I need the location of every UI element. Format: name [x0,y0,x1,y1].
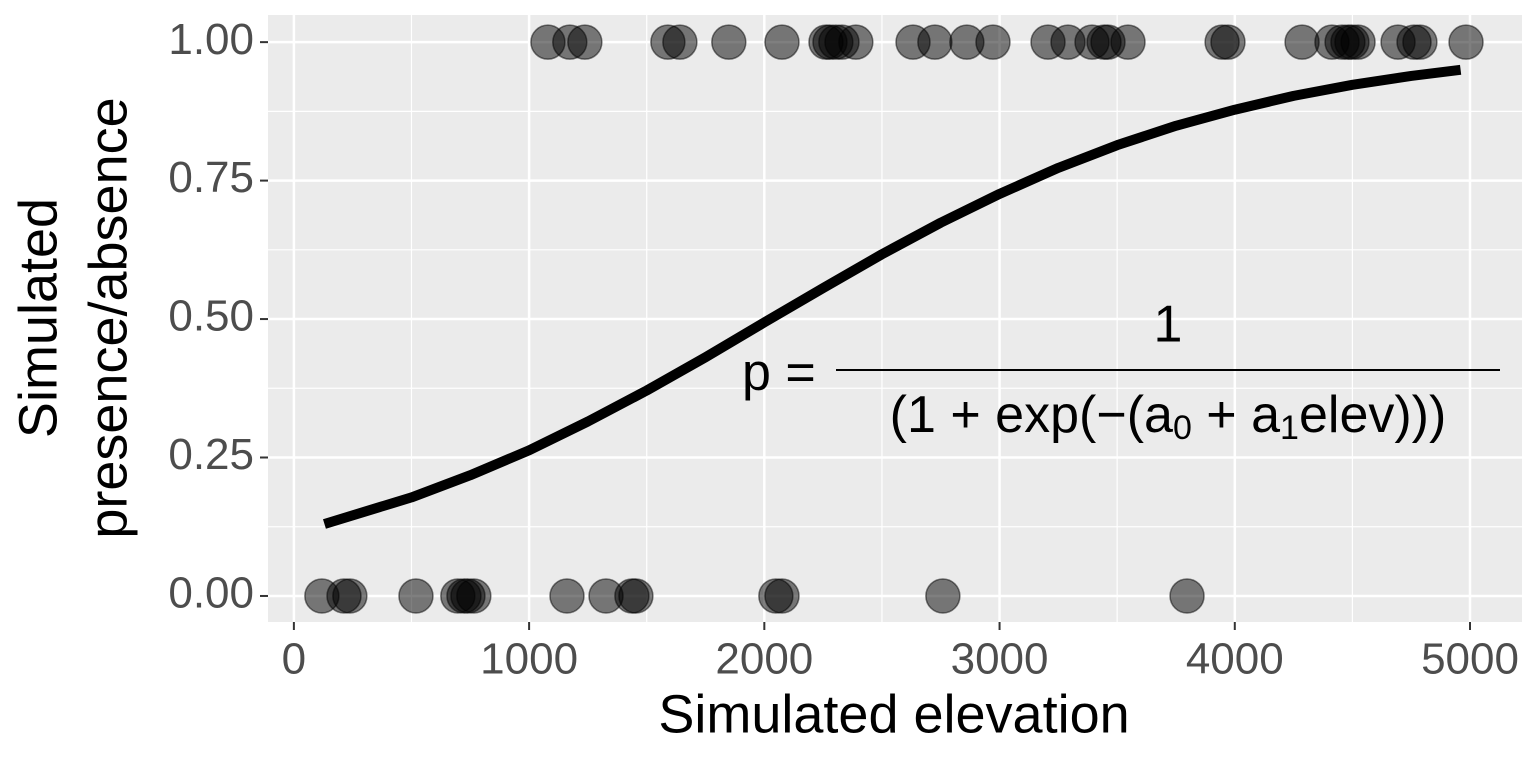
y-axis-title: presence/absence [78,97,138,538]
data-point [332,578,368,614]
data-point [917,24,953,60]
y-axis-title: Simulated [8,198,68,438]
data-point [398,578,434,614]
data-point [925,578,961,614]
data-point [456,578,492,614]
x-tick-label: 5000 [1421,635,1519,684]
data-point [1210,24,1246,60]
data-point [662,24,698,60]
data-point [838,24,874,60]
formula-part: (1 + exp(−(a [890,386,1173,444]
x-tick-label: 3000 [951,635,1049,684]
formula-numerator: 1 [1154,296,1183,354]
data-point [1169,578,1205,614]
formula-part: + a [1192,386,1280,444]
y-tick-label: 0.25 [168,430,254,479]
y-tick-label: 0.75 [168,153,254,202]
y-tick-label: 1.00 [168,15,254,64]
data-point [1284,24,1320,60]
data-point [1110,24,1146,60]
x-axis-title: Simulated elevation [658,684,1129,744]
data-point [764,578,800,614]
fitted-curve [322,64,1462,529]
y-tick-label: 0.00 [168,569,254,618]
data-point [1402,24,1438,60]
data-point [975,24,1011,60]
data-point [618,578,654,614]
y-tick-label: 0.50 [168,292,254,341]
formula-part: elev))) [1299,386,1446,444]
formula-subscript: 0 [1173,409,1192,447]
data-point [1448,24,1484,60]
data-point [549,578,585,614]
formula-lhs: p = [742,344,816,402]
data-point [1340,24,1376,60]
data-point [567,24,603,60]
data-point [764,24,800,60]
x-tick-label: 1000 [480,635,578,684]
formula-subscript: 1 [1280,409,1299,447]
x-tick-label: 0 [282,635,306,684]
x-tick-label: 4000 [1186,635,1284,684]
data-point [711,24,747,60]
x-tick-label: 2000 [715,635,813,684]
formula-denominator: (1 + exp(−(a0 + a1elev))) [890,386,1447,447]
